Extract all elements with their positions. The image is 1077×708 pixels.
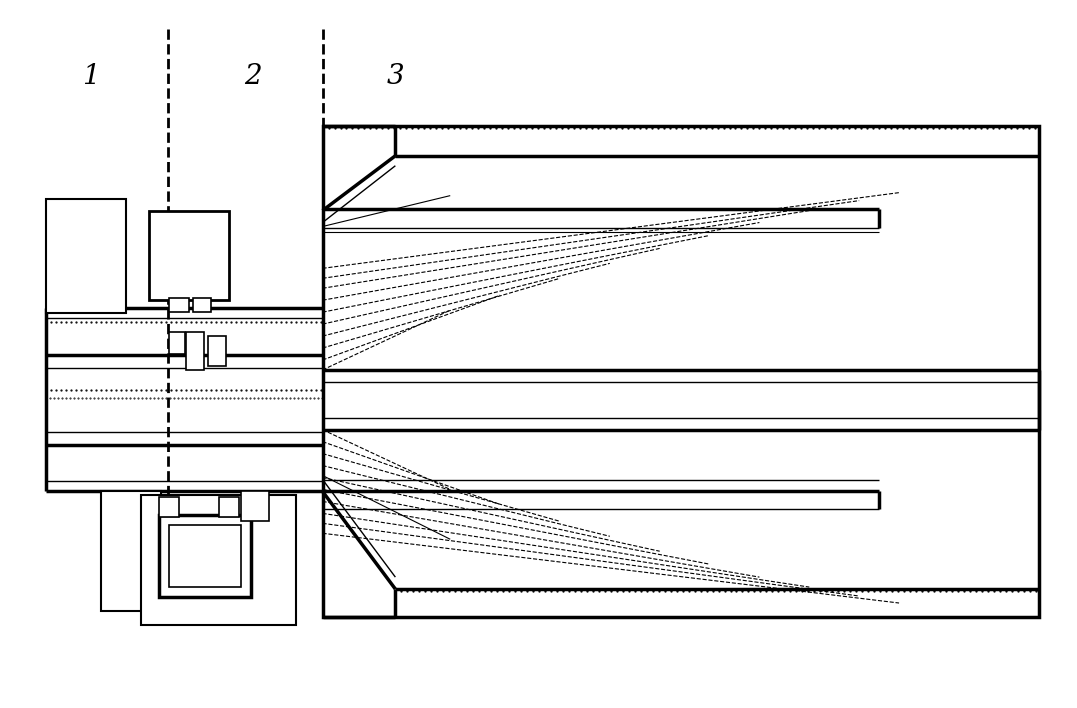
Bar — [46, 199, 126, 313]
Bar — [149, 210, 228, 300]
Text: 2: 2 — [243, 62, 262, 90]
Bar — [208, 336, 226, 366]
Bar — [193, 298, 211, 312]
Bar — [101, 491, 160, 611]
Text: 3: 3 — [387, 62, 404, 90]
Bar — [322, 126, 1038, 617]
Bar — [169, 332, 185, 354]
Bar — [169, 525, 241, 587]
Bar — [159, 515, 251, 597]
Bar — [241, 491, 268, 521]
Bar — [141, 496, 295, 625]
Text: 1: 1 — [82, 62, 100, 90]
Bar — [219, 498, 239, 518]
Bar — [169, 298, 188, 312]
Bar — [159, 498, 179, 518]
Bar — [186, 332, 204, 370]
